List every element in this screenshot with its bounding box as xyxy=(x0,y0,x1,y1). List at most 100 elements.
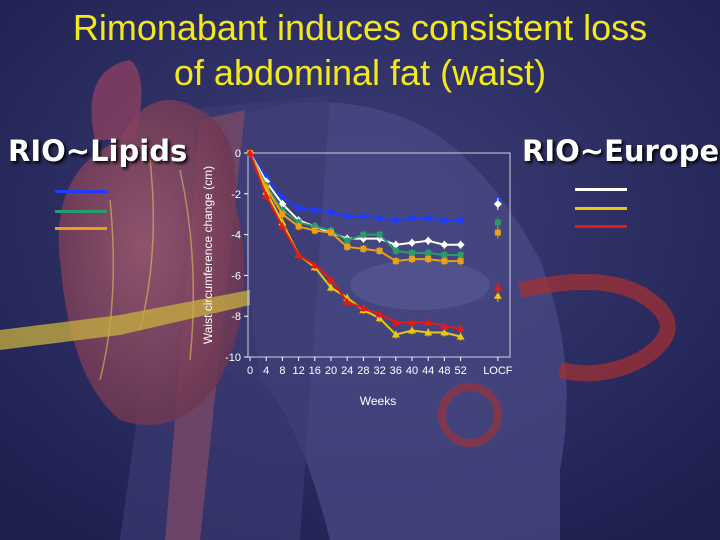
data-point xyxy=(279,211,286,218)
y-axis-label: Waist circumference change (cm) xyxy=(201,166,215,344)
data-point xyxy=(392,217,399,224)
data-point xyxy=(360,213,367,220)
data-point xyxy=(344,213,351,220)
data-point xyxy=(457,252,464,258)
data-point xyxy=(408,318,416,326)
data-point xyxy=(376,231,383,238)
data-point xyxy=(263,184,270,191)
tape-measure xyxy=(0,290,250,350)
data-point xyxy=(441,217,448,224)
data-point xyxy=(440,240,449,249)
data-point xyxy=(327,208,335,216)
x-tick-label: 16 xyxy=(309,365,321,377)
data-point xyxy=(441,252,448,258)
data-point xyxy=(343,297,352,305)
y-tick-label: -8 xyxy=(231,311,241,323)
data-point xyxy=(246,149,254,156)
x-tick-label: LOCF xyxy=(483,365,513,377)
locf-point xyxy=(493,200,502,208)
x-tick-label: 40 xyxy=(406,365,418,377)
data-point xyxy=(391,330,400,338)
study-label-rio-europe: RIO~Europe xyxy=(522,134,720,168)
data-point xyxy=(456,332,465,340)
data-point xyxy=(424,328,433,336)
data-point xyxy=(328,229,334,236)
locf-point xyxy=(493,291,502,299)
legend-line-europe-yellow xyxy=(575,207,627,210)
x-tick-label: 12 xyxy=(292,365,304,377)
legend-line-lipids-orange xyxy=(55,227,107,230)
data-point xyxy=(441,258,448,265)
data-point xyxy=(311,223,318,230)
series-lipids_blue xyxy=(246,149,502,225)
locf-point xyxy=(493,283,502,291)
data-point xyxy=(327,283,335,291)
legend-line-europe-white xyxy=(575,188,627,191)
x-tick-label: 24 xyxy=(341,365,353,377)
y-tick-label: 0 xyxy=(235,148,241,160)
legend-line-lipids-green xyxy=(55,210,107,213)
series-line-europe_yellow xyxy=(249,152,461,338)
data-point xyxy=(456,240,465,249)
data-point xyxy=(310,261,319,269)
data-point xyxy=(409,256,415,263)
data-point xyxy=(391,318,400,326)
data-point xyxy=(295,223,302,230)
plot-area xyxy=(247,152,511,358)
series-lipids_orange xyxy=(247,149,501,266)
data-point xyxy=(327,275,335,283)
data-point xyxy=(278,222,287,230)
x-tick-label: 32 xyxy=(373,365,385,377)
data-point xyxy=(376,247,383,254)
study-label-rio-lipids: RIO~Lipids xyxy=(8,134,188,168)
x-tick-label: 20 xyxy=(325,365,337,377)
data-point xyxy=(457,217,464,224)
x-tick-label: 44 xyxy=(422,365,434,377)
data-point xyxy=(440,328,449,336)
x-tick-label: 8 xyxy=(279,365,285,377)
data-point xyxy=(425,256,432,263)
y-tick-label: -4 xyxy=(231,230,241,242)
data-point xyxy=(391,240,400,249)
data-point xyxy=(409,249,415,256)
data-point xyxy=(311,206,318,214)
x-tick-label: 0 xyxy=(247,365,253,377)
x-tick-label: 4 xyxy=(263,365,269,377)
data-point xyxy=(376,215,383,222)
y-tick-label: -2 xyxy=(231,189,241,201)
data-point xyxy=(424,236,433,245)
data-point xyxy=(344,237,351,244)
data-point xyxy=(408,326,416,334)
x-tick-label: 28 xyxy=(357,365,369,377)
data-point xyxy=(425,249,432,256)
data-point xyxy=(392,258,399,265)
y-tick-label: -10 xyxy=(225,352,241,364)
data-point xyxy=(456,324,465,332)
data-point xyxy=(408,215,416,222)
data-point xyxy=(359,304,368,312)
data-point xyxy=(295,204,302,212)
data-point xyxy=(440,322,449,330)
data-point xyxy=(392,247,399,254)
data-point xyxy=(311,227,318,234)
data-point xyxy=(295,219,302,226)
data-point xyxy=(344,243,351,250)
data-point xyxy=(425,215,432,222)
data-point xyxy=(279,194,286,202)
data-point xyxy=(262,191,271,199)
data-point xyxy=(375,310,384,318)
y-tick-label: -6 xyxy=(231,270,241,282)
x-tick-label: 52 xyxy=(454,365,466,377)
data-point xyxy=(360,245,367,252)
data-point xyxy=(294,251,303,258)
legend-line-lipids-blue xyxy=(55,190,107,193)
legend-line-europe-red xyxy=(575,225,627,228)
data-point xyxy=(424,318,433,326)
data-point xyxy=(408,238,416,247)
locf-point xyxy=(494,219,501,226)
data-point xyxy=(457,258,464,265)
data-point xyxy=(360,231,367,238)
slide-title-line-2: of abdominal fat (waist) xyxy=(173,52,547,93)
x-axis-label: Weeks xyxy=(360,394,396,408)
